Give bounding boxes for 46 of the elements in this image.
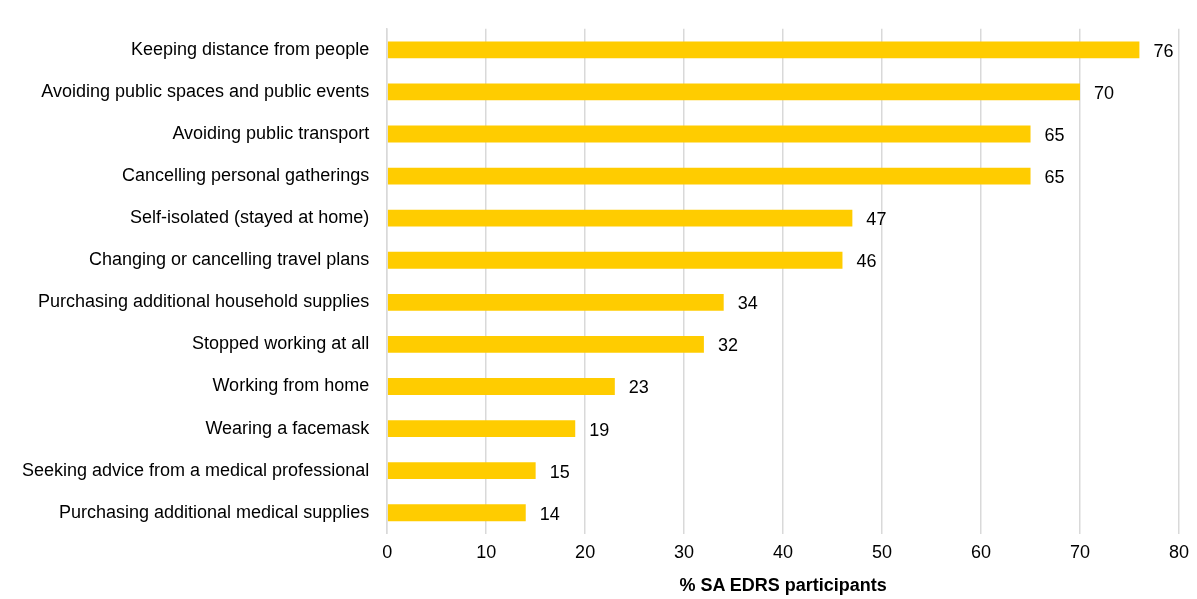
x-tick-label: 70 [1070,541,1091,562]
bar [387,167,1031,185]
data-label: 65 [1044,124,1065,145]
x-tick-label: 30 [674,541,695,562]
bar [387,378,615,395]
data-label: 47 [866,209,887,230]
y-tick-label: Working from home [212,375,370,396]
data-label: 23 [628,377,649,398]
y-tick-label: Purchasing additional household supplies [37,291,370,312]
bar [387,293,724,311]
y-tick-label: Keeping distance from people [131,38,370,59]
bar [387,41,1140,59]
data-label: 15 [549,461,570,482]
x-tick-label: 0 [382,541,393,562]
x-tick-label: 50 [872,541,893,562]
y-tick-label: Cancelling personal gatherings [122,165,370,186]
data-label: 32 [717,335,738,356]
data-label: 65 [1044,167,1065,188]
data-label: 34 [737,293,758,314]
data-label: 70 [1094,82,1115,103]
bar [387,251,843,269]
bar [387,209,853,227]
y-tick-label: Seeking advice from a medical professional [21,459,370,480]
bar [387,125,1031,143]
bar [387,83,1081,101]
y-tick-label: Wearing a facemask [205,417,371,438]
x-tick-label: 60 [971,541,992,562]
bar [387,504,526,522]
bar [387,336,704,353]
x-tick-label: 20 [575,541,596,562]
y-tick-label: Stopped working at all [192,333,370,354]
x-tick-label: 80 [1168,541,1189,562]
x-tick-label: 40 [773,541,794,562]
data-label: 19 [589,419,610,440]
y-tick-label: Avoiding public transport [172,122,370,143]
data-label: 76 [1153,40,1174,61]
y-tick-label: Purchasing additional medical supplies [58,501,370,522]
y-tick-label: Self-isolated (stayed at home) [130,207,370,228]
bar [387,462,536,480]
x-axis-title: % SA EDRS participants [679,575,887,596]
data-label: 46 [856,251,877,272]
bar [387,420,576,438]
y-tick-label: Avoiding public spaces and public events [41,80,370,101]
x-tick-label: 10 [476,541,497,562]
data-label: 14 [539,503,560,524]
y-tick-label: Changing or cancelling travel plans [89,249,370,270]
